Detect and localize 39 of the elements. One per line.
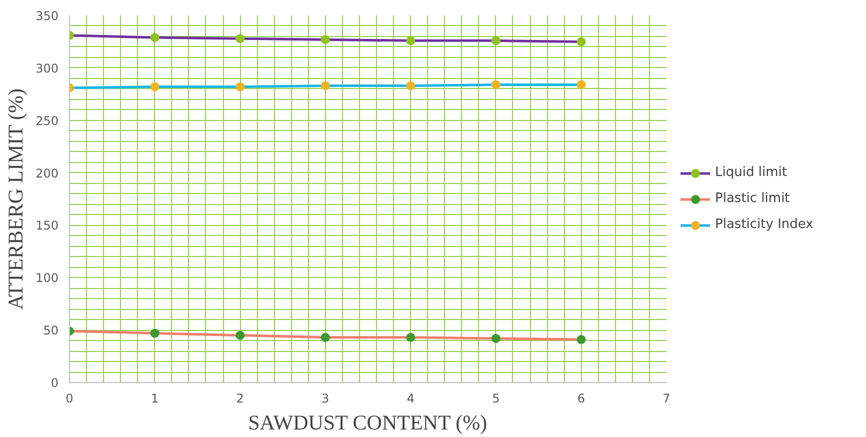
y-tick-label: 350	[36, 9, 58, 23]
legend-label: Plasticity Index	[715, 217, 814, 232]
x-tick-label: 7	[662, 392, 670, 406]
y-tick-label: 100	[36, 271, 58, 286]
y-axis-title: ATTERBERG LIMIT (%)	[4, 88, 28, 310]
point	[320, 81, 330, 90]
y-tick-label: 150	[36, 218, 58, 233]
point	[576, 37, 586, 46]
point	[491, 36, 500, 46]
point	[491, 334, 500, 343]
x-tick-label: 6	[577, 392, 586, 406]
point	[150, 33, 160, 42]
x-tick-label: 3	[322, 392, 330, 406]
point	[576, 80, 586, 90]
y-tick-label: 50	[43, 324, 59, 338]
x-axis-title: SAWDUST CONTENT (%)	[248, 410, 488, 434]
point	[236, 34, 245, 44]
point	[576, 335, 586, 344]
x-tick-label: 0	[66, 392, 74, 406]
x-tick-label: 4	[406, 392, 414, 406]
legend-label: Plastic limit	[715, 191, 790, 206]
point	[236, 330, 245, 340]
point	[320, 35, 330, 44]
x-tick-label: 1	[150, 392, 159, 406]
y-tick-label: 0	[50, 376, 59, 390]
point	[406, 81, 416, 90]
x-tick-label: 2	[236, 392, 244, 406]
y-tick-label: 300	[36, 61, 58, 76]
point	[406, 36, 416, 46]
point	[236, 82, 245, 92]
x-tick-label: 5	[492, 392, 500, 406]
point	[491, 80, 500, 90]
point	[406, 332, 416, 342]
y-tick-label: 200	[36, 166, 58, 180]
legend-label: Liquid limit	[715, 165, 787, 180]
point	[150, 328, 160, 338]
point	[320, 332, 330, 342]
point	[150, 82, 160, 92]
y-tick-label: 250	[36, 114, 58, 128]
